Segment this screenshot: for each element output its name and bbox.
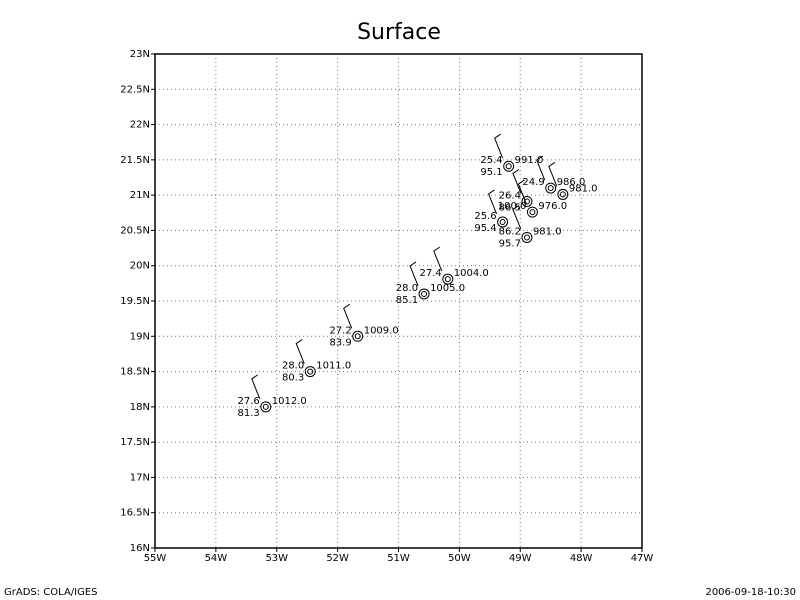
x-tick-label: 54W (205, 553, 228, 564)
temperature: 28.0 (282, 361, 304, 372)
footer-right: 2006-09-18-10:30 (705, 587, 796, 598)
station-inner (559, 191, 566, 198)
y-tick-label: 17.5N (120, 437, 150, 448)
temperature: 28.0 (396, 283, 418, 294)
temperature: 100.0 (498, 201, 527, 212)
x-tick-label: 49W (509, 553, 532, 564)
x-tick-label: 55W (144, 553, 167, 564)
wind-barb (251, 374, 261, 400)
station-inner (523, 198, 530, 205)
wind-barb (512, 169, 522, 194)
y-tick-label: 20.5N (120, 225, 150, 236)
pressure: 1011.0 (316, 361, 351, 372)
y-tick-label: 22.5N (120, 84, 150, 95)
station-inner (523, 234, 530, 241)
dewpoint: 86.5 (499, 202, 521, 213)
station-inner (354, 333, 361, 340)
temperature: 86.2 (499, 226, 521, 237)
wind-barb (343, 303, 353, 329)
y-tick-label: 19.5N (120, 296, 150, 307)
temperature: 25.6 (474, 211, 496, 222)
dewpoint: 95.4 (474, 223, 496, 234)
y-tick-label: 20N (130, 261, 150, 272)
station (503, 160, 515, 172)
station (418, 288, 430, 300)
y-tick-label: 16.5N (120, 508, 150, 519)
temperature: 24.9 (522, 177, 544, 188)
wind-barb (536, 155, 546, 181)
x-tick-label: 51W (387, 553, 410, 564)
temperature: 27.6 (238, 396, 260, 407)
station (304, 366, 316, 378)
y-tick-label: 22N (130, 120, 150, 131)
wind-barb (295, 339, 305, 364)
station (521, 195, 533, 207)
pressure: 1005.0 (430, 283, 465, 294)
y-tick-label: 21N (130, 190, 150, 201)
y-tick-label: 23N (130, 49, 150, 60)
station-inner (499, 218, 506, 225)
frame (154, 53, 643, 549)
pressure: 981.0 (533, 226, 562, 237)
station-inner (262, 403, 269, 410)
station-inner (444, 276, 451, 283)
station (557, 188, 569, 200)
station-inner (307, 368, 314, 375)
wind-barb (548, 162, 558, 187)
temperature: 27.4 (420, 268, 442, 279)
chart-title: Surface (357, 20, 441, 45)
wind-barb (409, 261, 419, 287)
dewpoint: 83.9 (329, 337, 351, 348)
station (497, 216, 509, 228)
temperature: 27.2 (329, 325, 351, 336)
temperature: 26.4 (499, 190, 521, 201)
station (442, 273, 454, 285)
y-tick-label: 18.5N (120, 367, 150, 378)
station (545, 182, 557, 194)
y-tick-label: 21.5N (120, 155, 150, 166)
pressure: 1012.0 (272, 396, 307, 407)
station (352, 330, 364, 342)
station-inner (505, 163, 512, 170)
station (526, 206, 538, 218)
y-tick-label: 17N (130, 472, 150, 483)
x-tick-label: 47W (631, 553, 654, 564)
x-tick-label: 50W (448, 553, 471, 564)
pressure: 981.0 (569, 183, 598, 194)
dewpoint: 85.1 (396, 295, 418, 306)
x-tick-label: 52W (326, 553, 349, 564)
y-tick-label: 19N (130, 331, 150, 342)
y-tick-label: 18N (130, 402, 150, 413)
wind-barb (494, 133, 504, 159)
wind-barb (512, 205, 522, 230)
station-inner (421, 290, 428, 297)
dewpoint: 81.3 (238, 408, 260, 419)
footer-left: GrADS: COLA/IGES (4, 587, 98, 598)
wind-barb (517, 179, 527, 205)
station-inner (547, 185, 554, 192)
station (521, 231, 533, 243)
pressure: 986.0 (557, 177, 586, 188)
station (260, 401, 272, 413)
pressure: 976.0 (538, 201, 567, 212)
pressure: 1009.0 (364, 325, 399, 336)
dewpoint: 95.7 (499, 238, 521, 249)
pressure: 1004.0 (454, 268, 489, 279)
wind-barb (487, 189, 498, 215)
station-inner (529, 209, 536, 216)
temperature: 25.4 (480, 155, 502, 166)
x-tick-label: 48W (570, 553, 593, 564)
x-tick-label: 53W (265, 553, 288, 564)
dewpoint: 95.1 (480, 167, 502, 178)
pressure: 991.0 (515, 155, 544, 166)
y-tick-label: 16N (130, 543, 150, 554)
wind-barb (433, 246, 443, 272)
dewpoint: 80.3 (282, 373, 304, 384)
